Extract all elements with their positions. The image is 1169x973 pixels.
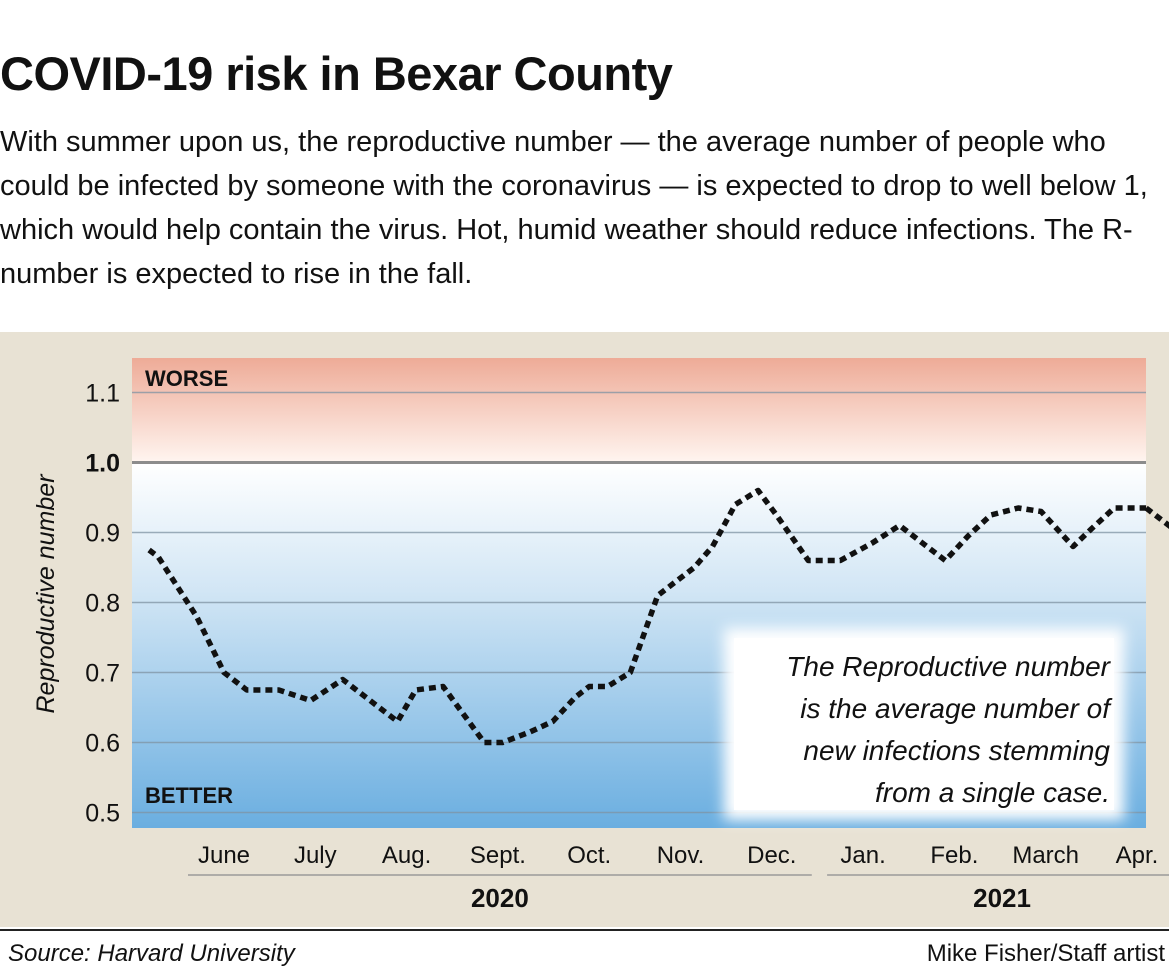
x-tick-label: Oct. [567, 842, 611, 869]
x-tick-label: March [1012, 842, 1079, 869]
worse-zone-label: WORSE [145, 366, 228, 391]
annotation-line: from a single case. [875, 777, 1110, 808]
y-tick-label: 0.5 [85, 800, 120, 828]
footer-rule [0, 929, 1169, 931]
x-tick-label: June [198, 842, 250, 869]
x-tick-label: Jan. [840, 842, 885, 869]
y-axis-label: Reproductive number [32, 473, 60, 714]
y-tick-label: 0.9 [85, 520, 120, 548]
annotation-box: The Reproductive number is the average nu… [724, 628, 1124, 820]
x-tick-label: Aug. [382, 842, 431, 869]
x-tick-label: Apr. [1116, 842, 1159, 869]
y-tick-label: 0.7 [85, 660, 120, 688]
better-zone-label: BETTER [145, 783, 233, 808]
line-chart: 1.1 1.0 0.9 0.8 0.7 0.6 0.5 WORSE BETTER Repro… [32, 358, 1169, 913]
worse-zone-band [132, 358, 1146, 463]
year-label: 2020 [471, 883, 529, 913]
annotation-line: new infections stemming [803, 735, 1110, 766]
y-tick-label: 0.6 [85, 730, 120, 758]
artist-credit: Mike Fisher/Staff artist [926, 940, 1165, 967]
chart-title: COVID-19 risk in Bexar County [0, 47, 673, 100]
x-tick-label: Dec. [747, 842, 796, 869]
series-line-2 [1144, 505, 1169, 530]
year-label: 2021 [973, 883, 1031, 913]
x-axis-year-labels: 2020 2021 [188, 874, 1169, 913]
x-tick-label: Sept. [470, 842, 526, 869]
annotation-line: is the average number of [800, 693, 1113, 724]
y-tick-label: 1.0 [85, 450, 120, 478]
y-tick-label: 0.8 [85, 590, 120, 618]
x-tick-label: July [294, 842, 337, 869]
x-tick-label: Nov. [657, 842, 705, 869]
y-tick-label: 1.1 [85, 380, 120, 408]
x-axis-month-labels: June July Aug. Sept. Oct. Nov. Dec. Jan. Feb. Mar… [198, 842, 1158, 869]
chart-description: With summer upon us, the reproductive nu… [0, 126, 1148, 290]
source-credit: Source: Harvard University [8, 940, 295, 967]
x-tick-label: Feb. [930, 842, 978, 869]
y-axis-tick-labels: 1.1 1.0 0.9 0.8 0.7 0.6 0.5 [85, 380, 120, 828]
series-line-1 [147, 487, 1147, 746]
annotation-line: The Reproductive number [786, 651, 1111, 682]
